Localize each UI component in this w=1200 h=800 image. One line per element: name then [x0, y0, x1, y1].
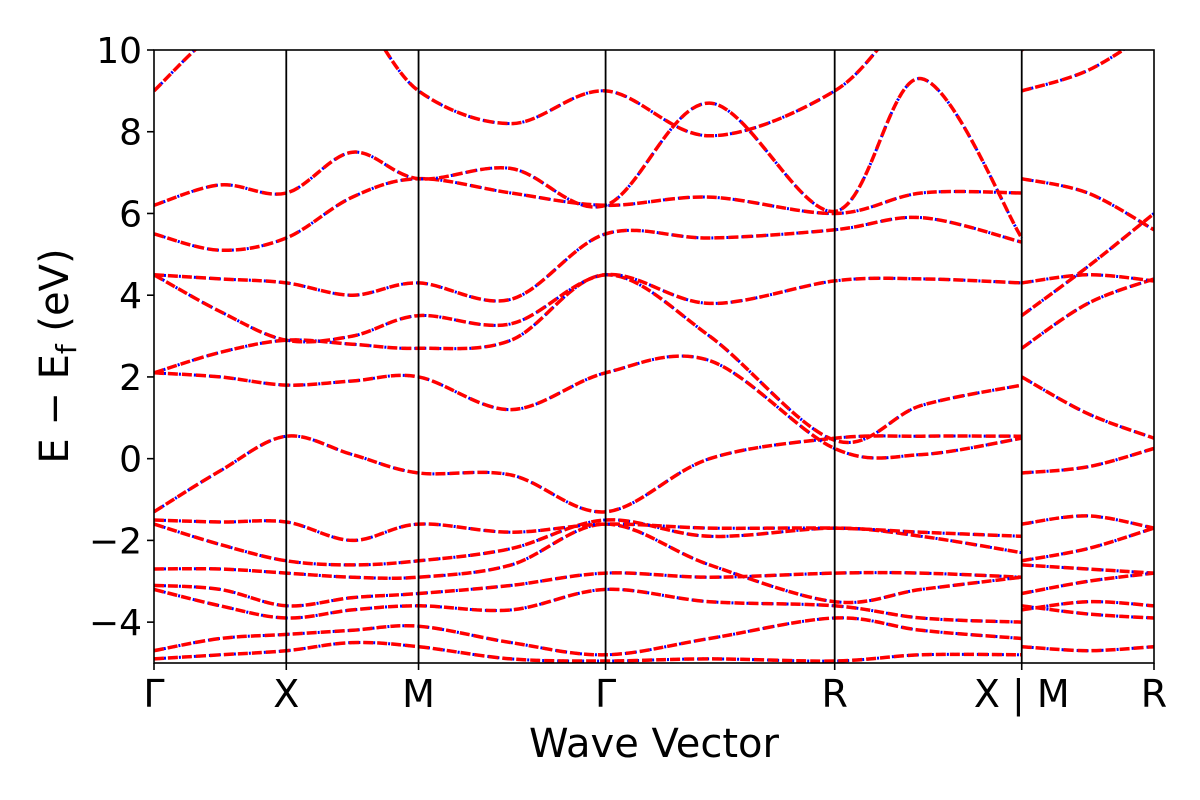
band-13-overlay-line: [154, 176, 1154, 253]
band-4-overlay-line: [154, 570, 1154, 608]
x-tick-label: Γ: [595, 672, 616, 716]
band-3-overlay-line: [154, 587, 1154, 624]
band-10-reference-line: [154, 273, 1154, 444]
x-tick-label: X: [273, 672, 299, 716]
y-axis-title: E − Ef (eV): [32, 248, 83, 463]
y-axis-ticks: −4 −2 0 2 4 6 8 10: [89, 31, 154, 644]
band-8-reference-line: [154, 434, 1154, 514]
band-11-overlay-line: [154, 272, 1154, 344]
band-1-overlay-line: [154, 640, 1154, 663]
y-tick-label: 6: [119, 194, 142, 235]
band-9-overlay-line: [154, 354, 1154, 460]
x-axis-title: Wave Vector: [529, 721, 780, 767]
band-8-overlay-line: [154, 434, 1154, 514]
y-axis-title-spacer: [32, 332, 78, 345]
bands-layer: [154, 50, 1154, 663]
band-12-overlay-line: [154, 212, 1154, 318]
band-10-overlay-line: [154, 273, 1154, 445]
x-tick-label: R: [821, 672, 847, 716]
band-11-reference-line: [154, 273, 1154, 344]
y-tick-label: −2: [89, 521, 142, 562]
plot-frame: [153, 49, 1155, 664]
band-15-reference-line: [154, 50, 1025, 138]
band-5-overlay-line: [154, 522, 1154, 605]
band-14-overlay-line: [154, 50, 1127, 239]
y-tick-label: 8: [119, 113, 142, 154]
band-12-reference-line: [154, 212, 1154, 317]
band-1-reference-line: [154, 640, 1154, 663]
y-tick-label: 4: [119, 276, 142, 317]
band-15-overlay-line: [154, 50, 1025, 138]
y-axis-title-subscript: f: [50, 343, 83, 354]
x-tick-label: M: [402, 672, 435, 716]
y-tick-label: 0: [119, 440, 142, 481]
x-tick-label: Γ: [143, 672, 164, 716]
y-tick-label: 2: [119, 358, 142, 399]
y-axis-title-unit: (eV): [32, 248, 78, 331]
y-axis-title-main: E − E: [32, 354, 78, 464]
y-tick-label: −4: [89, 603, 142, 644]
high-symmetry-lines: [285, 50, 1023, 663]
x-axis-ticks: Γ X M Γ R X | M R: [143, 663, 1167, 717]
y-tick-label: 10: [96, 31, 142, 72]
band-13-reference-line: [154, 177, 1154, 252]
x-tick-label: X | M: [974, 672, 1070, 717]
x-tick-label: R: [1141, 672, 1167, 716]
band-7-overlay-line: [154, 514, 1154, 543]
